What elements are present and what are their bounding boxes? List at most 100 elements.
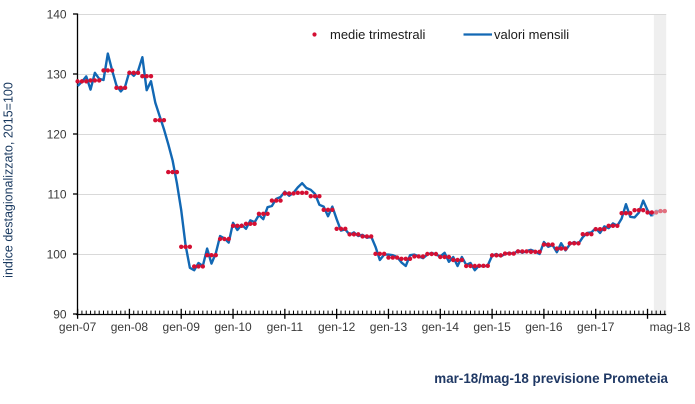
quarterly-mean-dot — [641, 208, 646, 213]
quarterly-mean-dot — [390, 255, 395, 260]
quarterly-mean-dot — [515, 249, 521, 254]
gridlines — [77, 14, 667, 255]
legend-label-valori-mensili: valori mensili — [494, 27, 569, 42]
x-tick-label: mag-18 — [650, 320, 691, 334]
forecast-footnote: mar-18/mag-18 previsione Prometeia — [434, 371, 668, 386]
quarterly-mean-dot — [576, 241, 581, 246]
x-tick-label: gen-14 — [422, 320, 460, 334]
quarterly-mean-dots — [75, 68, 667, 269]
y-tick-label: 140 — [47, 7, 67, 21]
quarterly-mean-dot — [619, 211, 624, 216]
quarterly-mean-dot — [96, 78, 102, 83]
quarterly-mean-dot — [200, 264, 206, 269]
quarterly-mean-dot — [252, 221, 257, 227]
quarterly-mean-dot — [79, 79, 85, 84]
quarterly-mean-dot — [183, 244, 188, 249]
quarterly-mean-dot — [243, 221, 249, 227]
quarterly-mean-dot — [377, 251, 383, 257]
quarterly-mean-dot — [364, 234, 370, 239]
quarterly-mean-dot — [144, 74, 149, 79]
quarterly-mean-dot — [170, 169, 175, 175]
quarterly-mean-dot — [645, 210, 650, 215]
quarterly-mean-dot — [278, 198, 283, 203]
y-tick-label: 120 — [47, 127, 67, 141]
quarterly-mean-dot — [312, 194, 318, 199]
quarterly-mean-dot — [92, 78, 98, 83]
quarterly-mean-dot — [226, 236, 231, 242]
quarterly-mean-dot — [420, 254, 426, 259]
quarterly-mean-dot — [101, 68, 106, 73]
quarterly-mean-dot — [554, 246, 560, 251]
quarterly-mean-dot — [446, 254, 452, 260]
quarterly-mean-dot — [403, 256, 408, 261]
quarterly-mean-dot — [481, 263, 486, 269]
quarterly-mean-dot — [274, 198, 279, 203]
legend-dot-marker-icon — [312, 32, 317, 37]
quarterly-mean-dot — [135, 70, 141, 76]
x-tick-labels: gen-07 gen-08 gen-09 gen-10 gen-11 gen-12 gen-… — [59, 320, 691, 334]
quarterly-mean-dot — [191, 264, 197, 269]
quarterly-mean-dot — [610, 223, 616, 228]
quarterly-mean-dot — [425, 251, 430, 257]
quarterly-mean-dot — [75, 79, 80, 84]
x-tick-label: gen-12 — [318, 320, 356, 334]
quarterly-mean-dot — [239, 223, 244, 228]
quarterly-mean-dot — [334, 226, 339, 231]
quarterly-mean-dot — [153, 118, 158, 123]
y-tick-label: 100 — [47, 247, 67, 261]
quarterly-mean-dot — [88, 78, 93, 83]
quarterly-mean-dot — [222, 236, 227, 242]
quarterly-mean-dot — [485, 263, 490, 269]
quarterly-mean-dot — [537, 249, 542, 254]
quarterly-mean-dot — [606, 223, 611, 228]
quarterly-mean-dot — [118, 85, 123, 91]
quarterly-mean-dot — [174, 169, 180, 175]
quarterly-mean-dot — [416, 254, 421, 259]
quarterly-mean-dot — [468, 263, 473, 269]
quarterly-mean-dot — [567, 241, 573, 246]
quarterly-mean-dot — [213, 253, 218, 258]
quarterly-mean-dot — [632, 208, 637, 213]
quarterly-mean-dot — [451, 257, 456, 263]
quarterly-mean-dot — [476, 263, 482, 269]
quarterly-mean-dot — [602, 227, 607, 232]
quarterly-mean-dot — [511, 251, 516, 256]
quarterly-mean-dot — [658, 208, 663, 214]
quarterly-mean-dot — [589, 232, 594, 237]
quarterly-mean-dot — [343, 226, 348, 231]
quarterly-mean-dot — [558, 246, 564, 251]
quarterly-mean-dot — [520, 249, 525, 254]
quarterly-mean-dot — [498, 253, 503, 258]
quarterly-mean-dot — [489, 253, 495, 258]
x-tick-label: gen-07 — [59, 320, 97, 334]
forecast-band — [653, 14, 667, 314]
quarterly-mean-dot — [291, 191, 296, 196]
quarterly-mean-dot — [299, 190, 305, 195]
quarterly-mean-dot — [502, 251, 508, 256]
y-tick-label: 110 — [47, 187, 66, 201]
legend-label-medie-trimestrali: medie trimestrali — [330, 27, 425, 42]
quarterly-mean-dot — [373, 251, 378, 257]
quarterly-mean-dot — [148, 74, 154, 79]
quarterly-mean-dot — [593, 227, 598, 232]
quarterly-mean-dot — [541, 242, 547, 247]
quarterly-mean-dot — [662, 208, 667, 214]
quarterly-mean-dot — [360, 234, 365, 239]
quarterly-mean-dot — [571, 241, 577, 246]
quarterly-mean-dot — [140, 74, 145, 79]
quarterly-mean-dot — [317, 194, 322, 199]
quarterly-mean-dot — [412, 254, 417, 259]
quarterly-mean-dot — [321, 207, 326, 212]
quarterly-mean-dot — [187, 244, 193, 249]
quarterly-mean-dot — [615, 223, 620, 228]
x-tick-label: gen-10 — [214, 320, 252, 334]
quarterly-mean-dot — [179, 244, 184, 249]
quarterly-mean-dot — [351, 232, 357, 237]
quarterly-mean-dot — [429, 251, 434, 257]
quarterly-mean-dot — [623, 211, 629, 216]
quarterly-mean-dot — [338, 226, 344, 231]
x-tick-label: gen-13 — [370, 320, 408, 334]
quarterly-mean-dot — [209, 253, 214, 258]
